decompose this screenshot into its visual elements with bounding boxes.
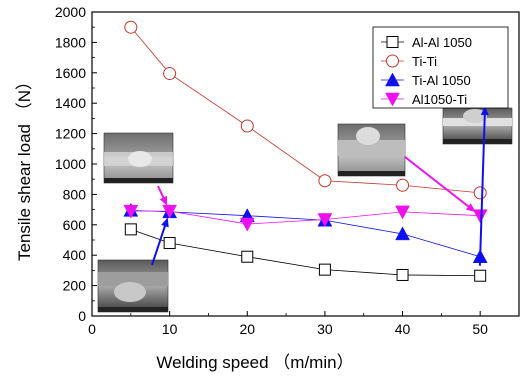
annotation-arrowhead [161, 217, 169, 228]
series-line-ti-al-1050 [130, 209, 481, 258]
data-point-al1050-ti [162, 204, 178, 219]
series-al-al-1050 [124, 223, 487, 282]
data-point-al-al-1050 [474, 269, 487, 282]
legend-label: Ti-Ti [412, 54, 437, 69]
y-tick-label: 1200 [55, 126, 86, 142]
data-point-ti-ti [124, 20, 138, 34]
y-tick-label: 800 [63, 186, 87, 202]
legend-marker [386, 36, 399, 48]
micrograph-inset-upper-right [442, 107, 513, 145]
legend-marker [386, 54, 399, 68]
legend-marker [385, 92, 400, 107]
y-tick-label: 1000 [55, 156, 86, 172]
legend-items: Al-Al 1050 Ti-Ti Ti-Al 1050 Al1050-Ti [381, 35, 472, 107]
annotation-arrow [151, 219, 169, 266]
data-point-al-al-1050 [241, 250, 254, 263]
data-point-al1050-ti [317, 213, 333, 228]
series-line-al1050-ti [130, 210, 481, 225]
x-axis-ticks: 0 10 20 30 40 50 [88, 311, 520, 337]
data-point-ti-ti [163, 67, 177, 81]
y-tick-label: 1400 [55, 95, 86, 111]
data-point-al-al-1050 [163, 237, 176, 250]
legend-label: Ti-Al 1050 [412, 73, 471, 88]
micrograph-inset-upper-left [103, 132, 174, 184]
data-point-ti-ti [318, 174, 332, 188]
annotation-arrow [404, 156, 475, 212]
annotation-arrows [151, 106, 489, 266]
y-tick-label: 1800 [55, 34, 86, 50]
data-point-al-al-1050 [124, 223, 137, 236]
y-tick-label: 1600 [55, 65, 86, 81]
x-tick-label: 30 [317, 321, 333, 337]
data-point-al1050-ti [123, 204, 139, 219]
annotation-arrowhead [480, 106, 489, 116]
legend-marker [385, 72, 400, 87]
annotation-arrowhead [159, 195, 168, 206]
x-tick-label: 0 [88, 321, 96, 337]
series-line-al-al-1050 [130, 228, 481, 277]
annotation-arrow [478, 107, 486, 266]
x-tick-label: 10 [162, 321, 178, 337]
data-point-al1050-ti [472, 209, 488, 224]
y-axis-title: Tensile shear load （N） [15, 73, 34, 261]
x-tick-label: 20 [239, 321, 255, 337]
x-tick-label: 40 [395, 321, 411, 337]
legend: Al-Al 1050 Ti-Ti Ti-Al 1050 Al1050-Ti [372, 26, 509, 109]
y-tick-label: 2000 [55, 4, 86, 20]
legend-label: Al1050-Ti [412, 92, 467, 107]
data-point-ti-ti [473, 186, 487, 200]
y-tick-label: 0 [78, 308, 86, 324]
y-axis-ticks: 0 200 400 600 800 1000 1200 1400 1600 1800 2000 [55, 4, 97, 324]
data-point-al1050-ti [239, 217, 255, 232]
annotation-arrowhead [465, 203, 476, 212]
legend-label: Al-Al 1050 [412, 35, 472, 50]
y-tick-label: 400 [63, 247, 87, 263]
series-al1050-ti [123, 204, 488, 232]
data-point-al-al-1050 [396, 268, 409, 281]
series-ti-ti [124, 20, 487, 200]
micrograph-inset-lower-left [97, 259, 169, 313]
data-point-ti-al-1050 [395, 226, 410, 241]
x-axis-title: Welding speed （m/min） [156, 353, 353, 372]
data-point-ti-ti [396, 178, 410, 192]
micrograph-inset-upper-middle [337, 123, 406, 177]
y-tick-label: 200 [63, 278, 87, 294]
y-tick-label: 600 [63, 217, 87, 233]
x-tick-label: 50 [472, 321, 488, 337]
data-point-al-al-1050 [318, 263, 331, 276]
series-line-ti-ti [130, 26, 481, 194]
data-point-al1050-ti [395, 205, 410, 220]
series-group [123, 20, 488, 282]
data-point-ti-ti [240, 119, 254, 133]
